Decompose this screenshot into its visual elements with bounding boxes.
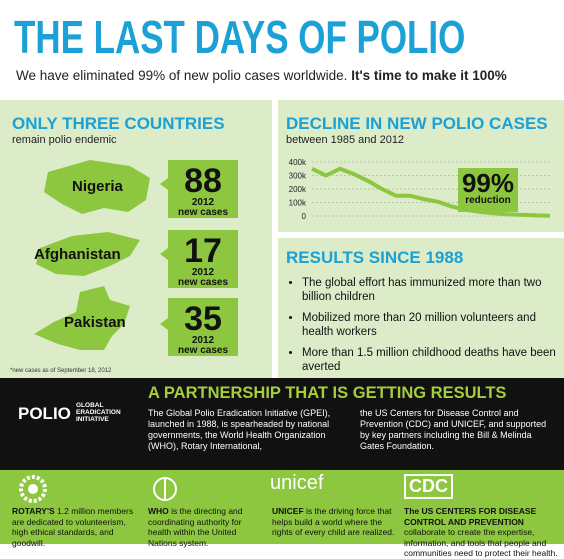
callout: 99%: [461, 168, 515, 198]
decline-panel: DECLINE IN NEW POLIO CASES between 1985 …: [278, 100, 564, 232]
y-tick-label: 300k: [289, 172, 307, 181]
case-count: 17: [184, 232, 222, 270]
panel-title: DECLINE IN NEW POLIO CASES: [286, 114, 548, 133]
result-item: Mobilized more than 20 million volunteer…: [302, 311, 562, 339]
case-label: new cases: [177, 207, 229, 218]
partnership-text: the US Centers for Disease Control and P…: [360, 408, 547, 451]
pointers: [160, 178, 168, 330]
map-afghanistan: [36, 232, 140, 276]
partner-lead: ROTARY'S: [12, 506, 55, 516]
y-tick-label: 100k: [289, 199, 307, 208]
map-nigeria: [44, 160, 150, 214]
header-subtitle: We have eliminated 99% of new polio case…: [16, 68, 507, 83]
case-count: 35: [184, 300, 222, 338]
country-name: Pakistan: [64, 314, 126, 331]
country-name: Nigeria: [72, 178, 123, 195]
case-label: new cases: [177, 277, 229, 288]
decline-chart: 400k 300k 200k 100k 0: [289, 158, 551, 221]
partner-text: UNICEF is the driving force that helps b…: [272, 506, 396, 538]
panel-subtitle: between 1985 and 2012: [286, 134, 405, 146]
partner-lead: The US CENTERS FOR DISEASE CONTROL AND P…: [404, 506, 537, 527]
who-logo: [153, 477, 177, 501]
case-year: 2012: [191, 197, 215, 208]
partnership-band: A PARTNERSHIP THAT IS GETTING RESULTS PO…: [0, 378, 564, 470]
subtitle-emphasis: It's time to make it 100%: [351, 68, 507, 83]
partner-text: WHO is the directing and coordinating au…: [148, 506, 266, 548]
logo-lines: GLOBAL ERADICATION INITIATIVE: [76, 402, 121, 423]
case-box: 17 2012 new cases: [168, 230, 238, 288]
footnote: *new cases as of September 18, 2012: [10, 368, 112, 374]
partner-lead: WHO: [148, 506, 169, 516]
y-tick-label: 0: [302, 212, 307, 221]
partners-band: unicef CDC ROTARY'S 1.2 million members …: [0, 470, 564, 558]
case-box: 88 2012 new cases: [168, 160, 238, 218]
logo-line: GLOBAL: [76, 402, 104, 409]
partner-body: collaborate to create the expertise, inf…: [404, 527, 558, 558]
unicef-logo: unicef: [270, 472, 324, 494]
case-year: 2012: [191, 267, 215, 278]
result-item: More than 1.5 million childhood deaths h…: [302, 346, 562, 374]
map-pakistan: [34, 286, 130, 350]
panel-title: ONLY THREE COUNTRIES: [12, 114, 225, 133]
partner-text: The US CENTERS FOR DISEASE CONTROL AND P…: [404, 506, 558, 559]
callout-box: 99% reduction: [458, 168, 518, 212]
logo-word: POLIO: [18, 404, 71, 423]
partner-lead: UNICEF: [272, 506, 304, 516]
result-item: The global effort has immunized more tha…: [302, 276, 562, 304]
partnership-text: The Global Polio Eradication Initiative …: [148, 408, 331, 451]
y-tick-label: 200k: [289, 185, 307, 194]
panel-subtitle: remain polio endemic: [12, 134, 117, 146]
country-maps: [34, 160, 168, 350]
decline-line: [311, 166, 551, 218]
partner-body: 1.2 million members are dedicated to vol…: [12, 506, 134, 548]
country-name: Afghanistan: [34, 246, 121, 263]
countries-panel: ONLY THREE COUNTRIES remain polio endemi…: [0, 100, 272, 378]
panel-title: RESULTS SINCE 1988: [286, 248, 464, 267]
case-label: new cases: [177, 345, 229, 356]
subtitle: We have eliminated 99% of new polio case…: [16, 68, 348, 83]
header-title-wrap: THE LAST DAYS OF POLIO: [14, 10, 564, 64]
partnership-title: A PARTNERSHIP THAT IS GETTING RESULTS: [148, 384, 507, 402]
partner-body: is the directing and coordinating author…: [148, 506, 243, 548]
partner-body: is the driving force that helps build a …: [272, 506, 395, 537]
results-panel: RESULTS SINCE 1988 The global effort has…: [278, 238, 564, 378]
partner-text: ROTARY'S 1.2 million members are dedicat…: [12, 506, 140, 548]
case-box: 35 2012 new cases: [168, 298, 238, 356]
results-list: The global effort has immunized more tha…: [286, 276, 562, 381]
cdc-logo: CDC: [404, 474, 453, 499]
y-tick-label: 400k: [289, 158, 307, 167]
case-count: 88: [184, 162, 222, 200]
callout-label: reduction: [465, 195, 511, 206]
rotary-logo: [19, 475, 47, 503]
infographic: THE LAST DAYS OF POLIO We have eliminate…: [0, 0, 564, 544]
case-year: 2012: [191, 335, 215, 346]
header-title: THE LAST DAYS OF POLIO: [14, 11, 466, 63]
logo-line: INITIATIVE: [76, 416, 109, 423]
logo-line: ERADICATION: [76, 409, 121, 416]
